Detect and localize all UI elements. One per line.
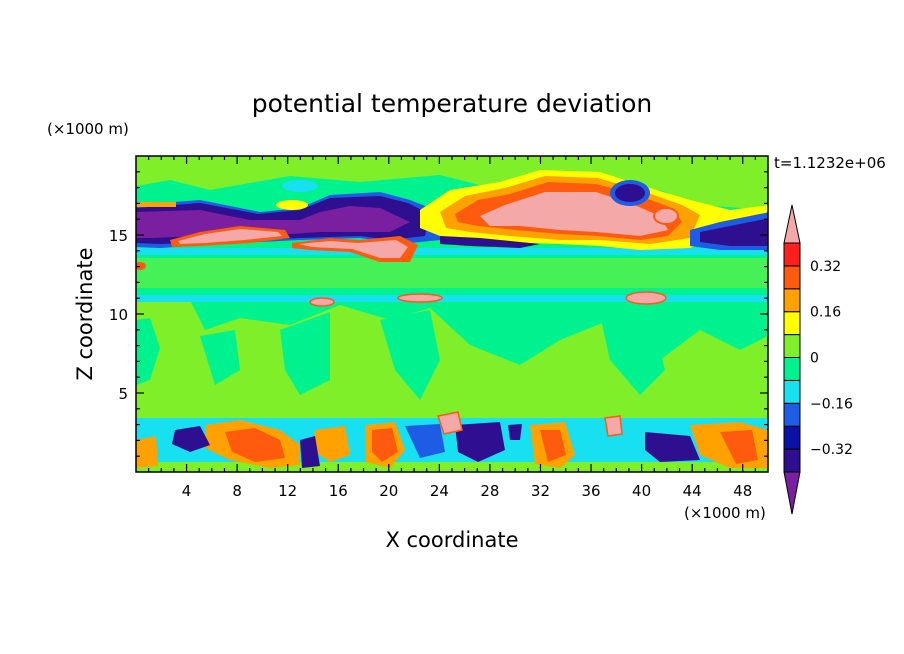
y-tick-label: 5	[118, 385, 128, 403]
x-axis-label: X coordinate	[385, 528, 518, 552]
colorbar-segment	[783, 425, 801, 450]
contour-cold-band-right	[700, 218, 768, 246]
x-axis-ticks: 4 8 12 16 20 24 28 32 36 40 44 48	[148, 156, 756, 500]
orange-strip-top	[136, 202, 176, 207]
contour-cold-band-left-core	[136, 206, 410, 238]
boundary-cold-6	[508, 424, 522, 440]
contour-green-pocket2	[600, 312, 665, 395]
warm-blob-13km-left	[136, 262, 146, 270]
x-tick-label: 40	[632, 482, 651, 500]
colorbar-segment	[783, 242, 801, 267]
green-band-13km	[136, 258, 768, 288]
cyan-blob-top	[282, 180, 318, 192]
boundary-cold-4	[645, 432, 700, 462]
contour-green-pocket4	[200, 330, 240, 385]
colorbar-extend-high	[783, 204, 801, 244]
y-tick-label: 15	[109, 227, 128, 245]
boundary-cold-1	[172, 426, 210, 452]
y-unit-label: (×1000 m)	[47, 120, 129, 138]
colorbar-segment	[783, 334, 801, 359]
contour-warm-left-2	[298, 240, 408, 258]
y-axis-label: Z coordinate	[73, 247, 97, 380]
colorbar-label: 0.16	[810, 305, 841, 321]
boundary-warm-7	[437, 411, 463, 435]
warm-blob-11km-c	[625, 291, 667, 305]
chart-title: potential temperature deviation	[252, 89, 652, 118]
contour-warm-left-1	[178, 229, 282, 244]
x-tick-label: 48	[733, 482, 752, 500]
contour-green-left	[136, 318, 160, 385]
y-tick-label: 10	[109, 306, 128, 324]
colorbar-segment	[783, 379, 801, 404]
warm-blob-11km-b	[397, 293, 443, 303]
y-axis-ticks: 5 10 15	[109, 171, 768, 457]
boundary-warm-3-red	[372, 428, 398, 462]
x-tick-label: 28	[480, 482, 499, 500]
boundary-green-strip	[136, 462, 768, 472]
boundary-cold-3	[455, 422, 505, 462]
boundary-warm-1-red	[225, 428, 285, 462]
colorbar-segment	[783, 265, 801, 290]
colorbar-label: −0.32	[810, 442, 853, 458]
contour-cold-strip-mid	[440, 236, 540, 248]
cyan-band-11km	[136, 295, 768, 302]
boundary-cold-5	[405, 424, 445, 458]
contour-cold-blob-right	[615, 184, 645, 202]
x-tick-label: 4	[182, 482, 192, 500]
colorbar-segment	[783, 288, 801, 313]
x-tick-label: 20	[379, 482, 398, 500]
time-label: t=1.1232e+06	[774, 154, 886, 172]
colorbar-extend-low	[783, 471, 801, 515]
plot-area	[136, 156, 768, 472]
x-unit-label: (×1000 m)	[684, 504, 766, 522]
x-tick-label: 44	[683, 482, 702, 500]
colorbar: 0.32 0.16 0 −0.16 −0.32	[783, 204, 853, 515]
x-tick-label: 12	[278, 482, 297, 500]
x-tick-label: 24	[430, 482, 449, 500]
colorbar-label: 0.32	[810, 259, 841, 275]
contour-green-pocket3	[280, 312, 330, 395]
boundary-warm-6	[136, 436, 158, 468]
cyan-band-14km	[136, 248, 768, 255]
colorbar-segment	[783, 448, 801, 473]
x-tick-label: 8	[232, 482, 242, 500]
colorbar-label: 0	[810, 351, 819, 367]
boundary-warm-2	[312, 426, 350, 462]
x-tick-label: 36	[581, 482, 600, 500]
x-tick-label: 32	[531, 482, 550, 500]
boundary-warm-8	[604, 415, 623, 437]
boundary-warm-4-red	[540, 430, 566, 462]
colorbar-segment	[783, 311, 801, 336]
x-tick-label: 16	[329, 482, 348, 500]
colorbar-segment	[783, 357, 801, 381]
warm-blob-11km-a	[309, 297, 335, 307]
boundary-warm-5-red	[720, 430, 758, 464]
yellow-blob-top	[276, 200, 308, 210]
boundary-cold-2	[300, 436, 320, 468]
warm-blob-right-small	[653, 207, 679, 225]
contour-green-pocket	[380, 310, 440, 400]
colorbar-segment	[783, 402, 801, 427]
colorbar-label: −0.16	[810, 396, 853, 412]
